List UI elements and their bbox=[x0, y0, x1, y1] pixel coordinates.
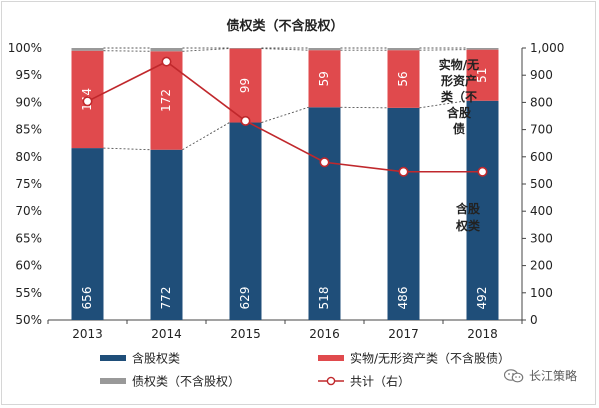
bar-segment-0 bbox=[466, 100, 499, 320]
bar-value-label: 486 bbox=[396, 287, 410, 310]
left-axis-tick-label: 65% bbox=[15, 231, 42, 245]
x-axis-tick-label: 2016 bbox=[309, 327, 340, 341]
bar-value-label: 656 bbox=[80, 287, 94, 310]
bar-segment-0 bbox=[71, 148, 104, 320]
bar-value-label: 51 bbox=[475, 68, 489, 83]
legend-swatch bbox=[100, 378, 126, 384]
bar-segment-0 bbox=[308, 107, 341, 321]
total-line bbox=[87, 60, 483, 173]
segment-connector bbox=[103, 147, 151, 151]
total-line-point bbox=[477, 166, 488, 177]
chart-title: 债权类（不含股权） bbox=[226, 18, 343, 34]
right-axis-tick-label: 600 bbox=[530, 150, 553, 164]
x-axis-tick-label: 2015 bbox=[230, 327, 261, 341]
legend-label: 含股权类 bbox=[132, 351, 180, 366]
watermark-text: 长江策略 bbox=[528, 369, 577, 383]
bar-segment-1 bbox=[466, 49, 499, 101]
bar-segment-2 bbox=[229, 48, 262, 49]
legend-swatch bbox=[318, 355, 344, 361]
segment-connector bbox=[419, 49, 467, 51]
annotation-equity-line: 含股 bbox=[456, 201, 481, 216]
bar-value-label: 59 bbox=[317, 71, 331, 86]
right-axis-tick-label: 100 bbox=[530, 286, 553, 300]
total-line-point bbox=[240, 115, 251, 126]
bar-segment-1 bbox=[308, 50, 341, 108]
wechat-icon bbox=[503, 368, 524, 383]
bar-segment-1 bbox=[229, 48, 262, 123]
bar-segment-0 bbox=[387, 107, 420, 320]
bar-value-label: 99 bbox=[238, 78, 252, 93]
right-axis-tick-label: 1,000 bbox=[530, 41, 564, 55]
watermark: 长江策略 bbox=[503, 367, 577, 384]
right-axis-tick-label: 900 bbox=[530, 68, 553, 82]
segment-connector bbox=[261, 106, 309, 123]
bar-value-label: 518 bbox=[317, 287, 331, 310]
left-axis-tick-label: 55% bbox=[15, 286, 42, 300]
total-line-point bbox=[319, 157, 330, 168]
left-axis-tick-label: 85% bbox=[15, 123, 42, 137]
left-axis-tick-label: 95% bbox=[15, 68, 42, 82]
bar-segment-2 bbox=[71, 48, 104, 51]
total-line-point bbox=[398, 166, 409, 177]
legend-swatch bbox=[100, 355, 126, 361]
x-axis-tick-label: 2018 bbox=[467, 327, 498, 341]
bar-segment-2 bbox=[150, 48, 183, 52]
bar-value-label: 492 bbox=[475, 287, 489, 310]
bar-segment-2 bbox=[466, 48, 499, 50]
left-axis-tick-label: 75% bbox=[15, 177, 42, 191]
left-axis-tick-label: 100% bbox=[8, 41, 42, 55]
segment-connector bbox=[182, 48, 230, 52]
bar-segment-2 bbox=[387, 48, 420, 51]
right-axis-tick-label: 400 bbox=[530, 204, 553, 218]
legend-label: 实物/无形资产类（不含股债） bbox=[350, 351, 510, 366]
left-axis-tick-label: 90% bbox=[15, 95, 42, 109]
right-axis-tick-label: 300 bbox=[530, 231, 553, 245]
segment-connector bbox=[103, 50, 151, 52]
legend-label: 债权类（不含股权） bbox=[132, 374, 240, 389]
right-axis-tick-label: 500 bbox=[530, 177, 553, 191]
annotation-real-asset-line: 含股 bbox=[447, 105, 472, 120]
total-line-point bbox=[161, 56, 172, 67]
total-line-point bbox=[82, 96, 93, 107]
right-axis-tick-label: 0 bbox=[530, 313, 538, 327]
bar-segment-0 bbox=[150, 149, 183, 320]
right-axis-tick-label: 800 bbox=[530, 95, 553, 109]
segment-connector bbox=[340, 106, 388, 109]
bar-segment-1 bbox=[387, 50, 420, 108]
right-axis-tick-label: 700 bbox=[530, 123, 553, 137]
bar-value-label: 56 bbox=[396, 71, 410, 86]
segment-connector bbox=[182, 122, 230, 151]
bar-value-label: 772 bbox=[159, 287, 173, 310]
left-axis-tick-label: 70% bbox=[15, 204, 42, 218]
x-axis-tick-label: 2017 bbox=[388, 327, 419, 341]
annotation-real-asset-line: 类（不 bbox=[441, 89, 477, 104]
x-axis-tick-label: 2013 bbox=[72, 327, 103, 341]
bar-value-label: 629 bbox=[238, 287, 252, 310]
bar-segment-0 bbox=[229, 122, 262, 320]
bar-segment-2 bbox=[308, 48, 341, 51]
segment-connector bbox=[261, 48, 309, 51]
annotation-real-asset-line: 实物/无 bbox=[439, 57, 479, 72]
left-axis-tick-label: 80% bbox=[15, 150, 42, 164]
annotation-real-asset-line: 形资产 bbox=[441, 73, 477, 88]
x-axis-tick-label: 2014 bbox=[151, 327, 182, 341]
bar-value-label: 172 bbox=[159, 89, 173, 112]
annotation-equity-line: 权类 bbox=[455, 218, 481, 233]
left-axis-tick-label: 60% bbox=[15, 259, 42, 273]
right-axis-tick-label: 200 bbox=[530, 259, 553, 273]
left-axis-tick-label: 50% bbox=[15, 313, 42, 327]
legend-label: 共计（右） bbox=[350, 374, 410, 389]
annotation-real-asset-line: 债 bbox=[453, 121, 465, 136]
legend-swatch-marker bbox=[326, 376, 336, 386]
